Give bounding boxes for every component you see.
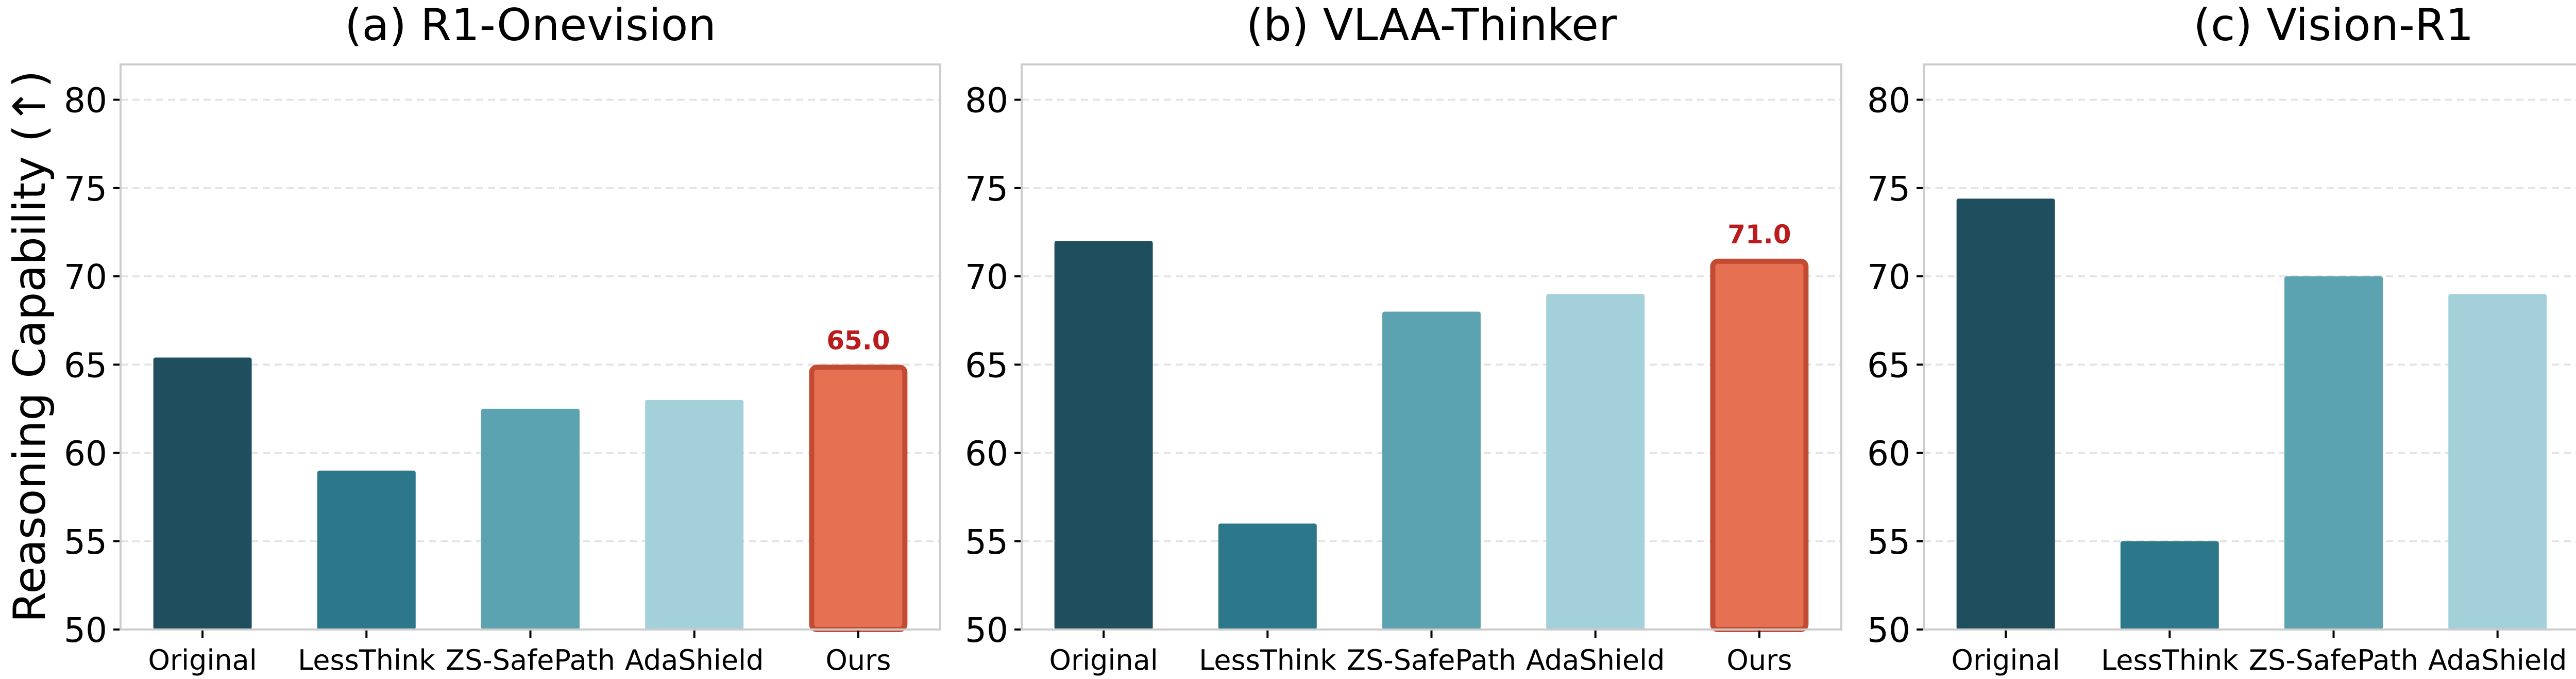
bar-lessthink	[2120, 541, 2219, 630]
x-tick-label: AdaShield	[1526, 644, 1665, 676]
x-tick-label: Ours	[825, 644, 891, 676]
y-tick-label: 70	[965, 257, 1008, 297]
panel-title: (a) R1-Onevision	[345, 0, 716, 51]
y-tick-label: 60	[1867, 434, 1910, 474]
value-label: 71.0	[1727, 220, 1791, 250]
y-tick-label: 60	[965, 434, 1008, 474]
bar-zs-safepath	[2284, 276, 2383, 630]
bar-adashield	[2448, 294, 2547, 630]
panel-title: (c) Vision-R1	[2194, 0, 2474, 51]
y-tick-label: 70	[1867, 257, 1910, 297]
bar-zs-safepath	[481, 408, 580, 630]
panel-title: (b) VLAA-Thinker	[1246, 0, 1617, 51]
bar-original	[1956, 198, 2055, 630]
x-tick-label: AdaShield	[2428, 644, 2567, 676]
x-tick-label: ZS-SafePath	[2249, 644, 2418, 676]
y-tick-label: 50	[965, 610, 1008, 650]
x-tick-label: ZS-SafePath	[1347, 644, 1516, 676]
axes-frame	[120, 63, 941, 631]
axes-frame	[1021, 63, 1842, 631]
y-tick-label: 55	[965, 522, 1008, 562]
y-tick-label: 75	[64, 169, 107, 209]
value-label: 65.0	[826, 325, 890, 355]
y-tick-label: 80	[64, 81, 107, 121]
y-tick-label: 75	[1867, 169, 1910, 209]
y-tick-label: 80	[965, 81, 1008, 121]
y-tick-label: 55	[64, 522, 107, 562]
bar-original	[1054, 241, 1153, 630]
bar-original	[153, 357, 252, 630]
y-tick-label: 80	[1867, 81, 1910, 121]
y-tick-label: 75	[965, 169, 1008, 209]
y-tick-label: 70	[64, 257, 107, 297]
x-tick-label: LessThink	[2101, 644, 2239, 676]
x-tick-label: Original	[148, 644, 257, 676]
y-tick-label: 60	[64, 434, 107, 474]
x-tick-label: Original	[1049, 644, 1158, 676]
x-tick-label: ZS-SafePath	[446, 644, 615, 676]
y-tick-label: 65	[965, 345, 1008, 385]
bar-lessthink	[317, 470, 416, 630]
x-tick-label: AdaShield	[625, 644, 764, 676]
axes-frame	[1923, 63, 2576, 631]
y-tick-label: 50	[1867, 610, 1910, 650]
y-tick-label: 50	[64, 610, 107, 650]
x-tick-label: LessThink	[1199, 644, 1336, 676]
y-tick-label: 65	[64, 345, 107, 385]
bar-zs-safepath	[1382, 311, 1481, 630]
bar-adashield	[1546, 294, 1645, 630]
bar-lessthink	[1218, 523, 1317, 630]
x-tick-label: Ours	[1726, 644, 1792, 676]
x-tick-label: Original	[1951, 644, 2060, 676]
bar-adashield	[645, 400, 744, 630]
x-tick-label: LessThink	[298, 644, 435, 676]
y-tick-label: 65	[1867, 345, 1910, 385]
y-tick-label: 55	[1867, 522, 1910, 562]
